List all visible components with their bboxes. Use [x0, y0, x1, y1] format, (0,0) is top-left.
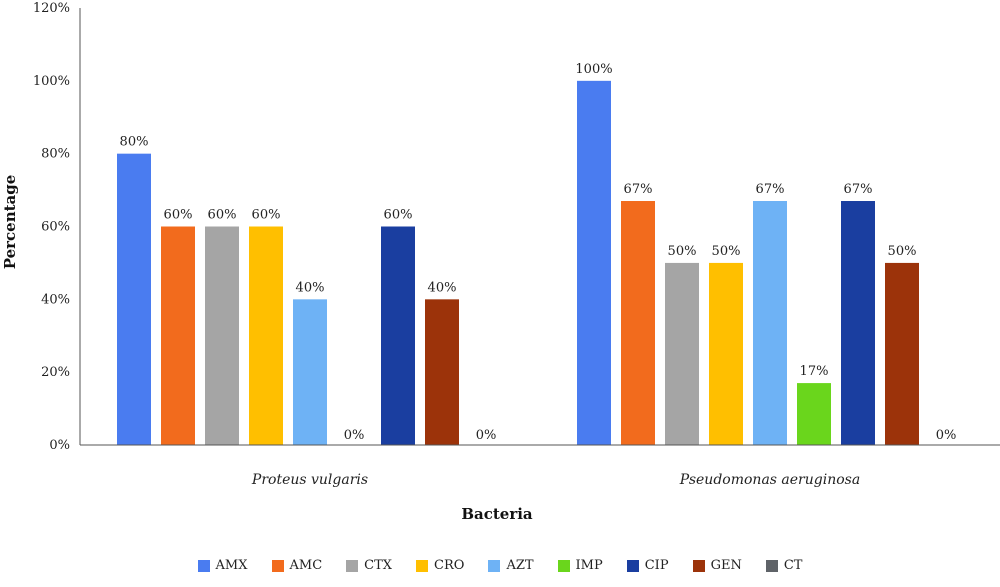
- data-label: 80%: [120, 135, 149, 150]
- data-label: 40%: [296, 280, 325, 295]
- legend-swatch: [765, 559, 778, 572]
- legend-item-ct: CT: [765, 558, 803, 573]
- legend-label: CT: [783, 558, 803, 573]
- legend-item-amc: AMC: [271, 558, 323, 573]
- legend-label: AMX: [215, 558, 248, 573]
- y-tick-label: 120%: [33, 1, 70, 16]
- legend-label: CRO: [434, 558, 465, 573]
- legend-swatch: [197, 559, 210, 572]
- data-label: 0%: [476, 428, 497, 443]
- data-label: 100%: [575, 62, 612, 77]
- bar-amx: [577, 80, 611, 445]
- y-tick-label: 80%: [41, 147, 70, 162]
- legend-label: CIP: [644, 558, 669, 573]
- legend-swatch: [626, 559, 639, 572]
- legend-item-amx: AMX: [197, 558, 248, 573]
- category-label: Pseudomonas aeruginosa: [679, 472, 860, 488]
- legend-label: GEN: [710, 558, 742, 573]
- legend: AMX AMC CTX CRO AZT IMP CIP GEN CT: [0, 558, 1000, 573]
- bar-ctx: [205, 226, 239, 445]
- legend-item-cro: CRO: [416, 558, 464, 573]
- y-tick-label: 60%: [41, 220, 70, 235]
- legend-swatch: [271, 559, 284, 572]
- bar-azt: [753, 201, 787, 445]
- category-labels: Proteus vulgaris Pseudomonas aeruginosa: [251, 472, 860, 488]
- y-axis-title: Percentage: [1, 175, 19, 270]
- bar-gen: [425, 299, 459, 445]
- bar-gen: [885, 262, 919, 445]
- legend-swatch: [692, 559, 705, 572]
- legend-label: AZT: [506, 558, 534, 573]
- data-label: 60%: [208, 208, 237, 223]
- legend-swatch: [488, 559, 501, 572]
- y-axis-ticks: 0% 20% 40% 60% 80% 100% 120%: [33, 1, 70, 453]
- legend-item-gen: GEN: [692, 558, 742, 573]
- legend-item-ctx: CTX: [346, 558, 392, 573]
- bar-amc: [161, 226, 195, 445]
- legend-label: AMC: [289, 558, 323, 573]
- bars: [117, 80, 919, 445]
- data-label: 60%: [252, 208, 281, 223]
- data-label: 67%: [844, 182, 873, 197]
- legend-item-imp: IMP: [557, 558, 603, 573]
- bar-cip: [841, 201, 875, 445]
- legend-item-azt: AZT: [488, 558, 534, 573]
- legend-item-cip: CIP: [626, 558, 669, 573]
- x-axis-title: Bacteria: [461, 505, 533, 523]
- data-label: 0%: [936, 428, 957, 443]
- bar-amc: [621, 201, 655, 445]
- bar-cro: [709, 262, 743, 445]
- bar-imp: [797, 383, 831, 445]
- y-tick-label: 40%: [41, 292, 70, 307]
- bar-cip: [381, 226, 415, 445]
- legend-swatch: [346, 559, 359, 572]
- data-label: 50%: [888, 244, 917, 259]
- data-label: 67%: [756, 182, 785, 197]
- bar-chart: 0%20%40%60%80%100%120% 80%60% 60% 60%40%0%…: [1, 1, 1000, 523]
- bar-azt: [293, 299, 327, 445]
- data-label: 60%: [164, 208, 193, 223]
- bar-amx: [117, 153, 151, 445]
- legend-swatch: [416, 559, 429, 572]
- data-label: 60%: [384, 208, 413, 223]
- y-tick-label: 100%: [33, 74, 70, 89]
- data-label: 40%: [428, 280, 457, 295]
- category-label: Proteus vulgaris: [251, 472, 368, 488]
- data-label: 0%: [344, 428, 365, 443]
- data-labels: 80% 60% 60% 60% 40% 0% 60% 40% 0% 100% 67% 50% 50% 67…: [120, 62, 957, 443]
- y-tick-label: 20%: [41, 365, 70, 380]
- legend-label: IMP: [575, 558, 603, 573]
- bar-ctx: [665, 262, 699, 445]
- data-label: 50%: [668, 244, 697, 259]
- data-label: 50%: [712, 244, 741, 259]
- data-label: 67%: [624, 182, 653, 197]
- y-tick-label: 0%: [49, 438, 70, 453]
- legend-swatch: [557, 559, 570, 572]
- bar-cro: [249, 226, 283, 445]
- data-label: 17%: [800, 364, 829, 379]
- legend-label: CTX: [364, 558, 393, 573]
